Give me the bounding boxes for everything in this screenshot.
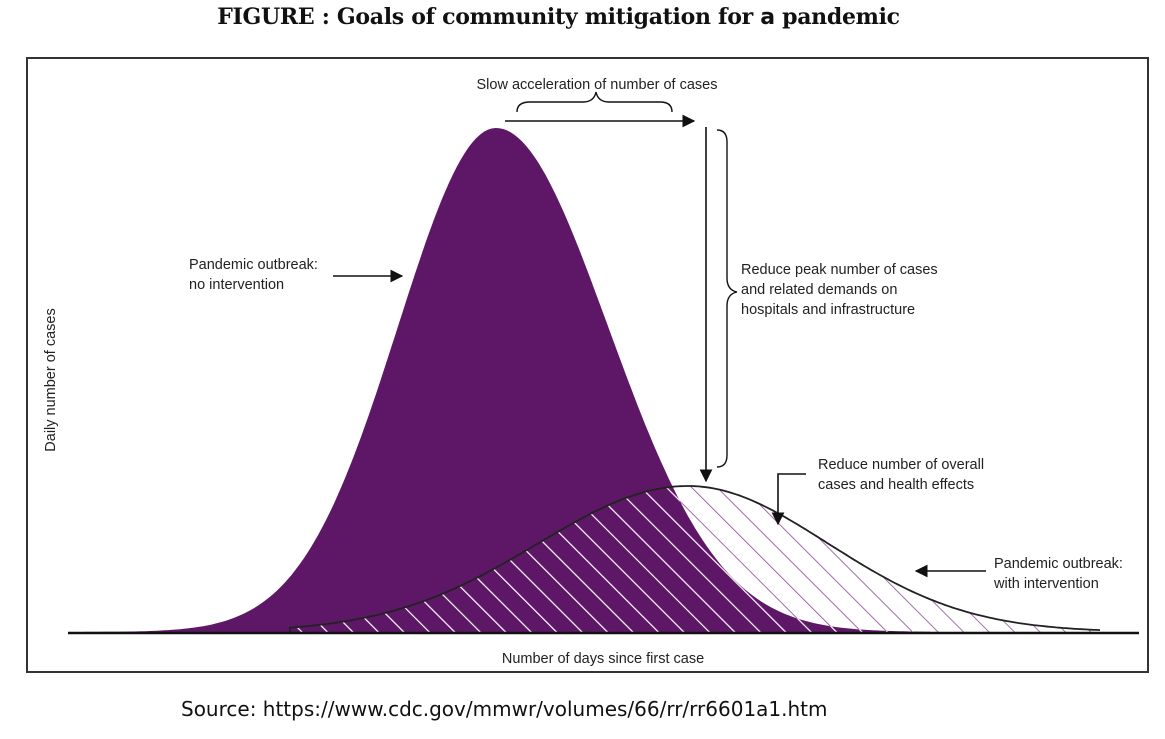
with-intervention-label: Pandemic outbreak: with intervention: [993, 556, 1127, 592]
slow-acceleration-label: Slow acceleration of number of cases: [477, 77, 718, 93]
y-axis-label: Daily number of cases: [43, 308, 59, 451]
reduce-overall-line-1: Reduce number of overall: [818, 457, 984, 473]
reduce-peak-line-3: hospitals and infrastructure: [741, 302, 915, 318]
with-intervention-line-1: Pandemic outbreak:: [994, 556, 1123, 572]
figure-title: FIGURE : Goals of community mitigation f…: [0, 4, 1117, 30]
title-prefix: FIGURE : Goals of community mitigation f…: [217, 4, 761, 30]
reduce-overall-arrow: [771, 473, 806, 526]
with-intervention-curve: [289, 485, 1101, 632]
reduce-peak-label: Reduce peak number of cases and related …: [741, 262, 942, 318]
title-letter: a: [760, 5, 775, 30]
reduce-peak-line-1: Reduce peak number of cases: [741, 262, 938, 278]
reduce-overall-line-2: cases and health effects: [818, 477, 974, 493]
no-intervention-line-1: Pandemic outbreak:: [189, 257, 318, 273]
slow-acceleration-brace: [516, 91, 673, 113]
reduce-peak-line-2: and related demands on: [741, 282, 897, 298]
with-intervention-line-2: with intervention: [993, 576, 1099, 592]
reduce-peak-brace: [716, 129, 738, 468]
no-intervention-curve: [84, 128, 930, 632]
title-suffix: pandemic: [774, 4, 900, 30]
reduce-overall-label: Reduce number of overall cases and healt…: [818, 457, 988, 493]
source-citation: Source: https://www.cdc.gov/mmwr/volumes…: [181, 697, 828, 721]
x-axis-label: Number of days since first case: [502, 651, 704, 667]
no-intervention-line-2: no intervention: [189, 277, 284, 293]
no-intervention-label: Pandemic outbreak: no intervention: [189, 257, 322, 293]
